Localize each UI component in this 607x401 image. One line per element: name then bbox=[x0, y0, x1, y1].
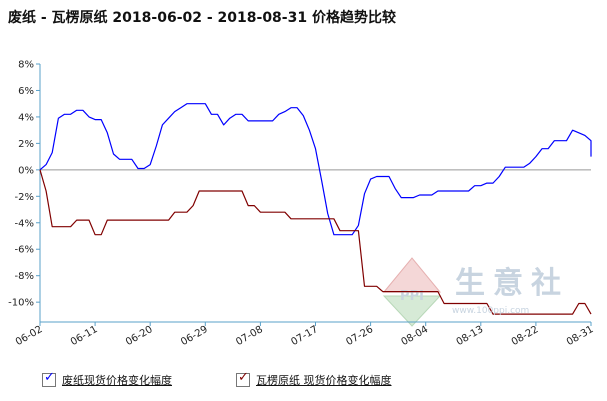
y-tick-label: 0% bbox=[18, 165, 34, 176]
y-tick-label: -6% bbox=[15, 245, 34, 256]
y-tick-label: 6% bbox=[18, 86, 34, 97]
series-layer bbox=[39, 103, 592, 315]
checkmark-icon: ✓ bbox=[44, 370, 55, 385]
x-tick-label: 08-04 bbox=[400, 324, 431, 348]
y-tick-label: 4% bbox=[18, 112, 34, 123]
x-tick-label: 06-20 bbox=[124, 324, 155, 348]
watermark-brand: 生意社 bbox=[455, 266, 569, 301]
y-tick-label: 8% bbox=[18, 60, 34, 71]
chart-title: 废纸 - 瓦楞原纸 2018-06-02 - 2018-08-31 价格趋势比较 bbox=[8, 10, 396, 26]
y-tick-label: -4% bbox=[15, 218, 34, 229]
legend-checkbox-corrugated-paper[interactable]: ✓ bbox=[236, 370, 250, 387]
legend-item-waste-paper[interactable]: ✓ 废纸现货价格变化幅度 bbox=[42, 370, 172, 388]
y-axis-ticks: 8% 6% 4% 2% 0% -2% -4% -6% -8% -10% bbox=[8, 60, 40, 309]
legend-label-waste-paper[interactable]: 废纸现货价格变化幅度 bbox=[62, 374, 172, 387]
x-tick-label: 06-11 bbox=[69, 324, 100, 348]
legend-item-corrugated-paper[interactable]: ✓ 瓦楞原纸 现货价格变化幅度 bbox=[236, 370, 392, 388]
y-tick-label: -10% bbox=[8, 298, 34, 309]
x-tick-label: 07-17 bbox=[289, 324, 320, 348]
legend-checkbox-waste-paper[interactable]: ✓ bbox=[42, 370, 56, 387]
watermark-url: www.100ppi.com bbox=[452, 306, 530, 316]
x-axis-ticks: 06-02 06-11 06-20 06-29 07-08 07-17 07-26 08-04… bbox=[14, 322, 596, 348]
x-tick-label: 06-29 bbox=[179, 324, 210, 348]
watermark-logo: PPI bbox=[382, 257, 442, 327]
x-tick-label: 08-13 bbox=[455, 324, 486, 348]
x-tick-label: 06-02 bbox=[14, 324, 45, 348]
series-line-1 bbox=[39, 169, 592, 315]
x-tick-label: 08-22 bbox=[510, 324, 541, 348]
watermark-logo-text: PPI bbox=[400, 289, 424, 304]
y-tick-label: 2% bbox=[18, 139, 34, 150]
series-line-0 bbox=[39, 103, 592, 236]
legend-label-corrugated-paper[interactable]: 瓦楞原纸 现货价格变化幅度 bbox=[256, 374, 392, 387]
x-tick-label: 08-31 bbox=[565, 324, 596, 348]
x-tick-label: 07-26 bbox=[344, 324, 375, 348]
y-tick-label: -2% bbox=[15, 192, 34, 203]
x-tick-label: 07-08 bbox=[234, 324, 265, 348]
y-tick-label: -8% bbox=[15, 271, 34, 282]
checkmark-icon: ✓ bbox=[238, 370, 249, 385]
